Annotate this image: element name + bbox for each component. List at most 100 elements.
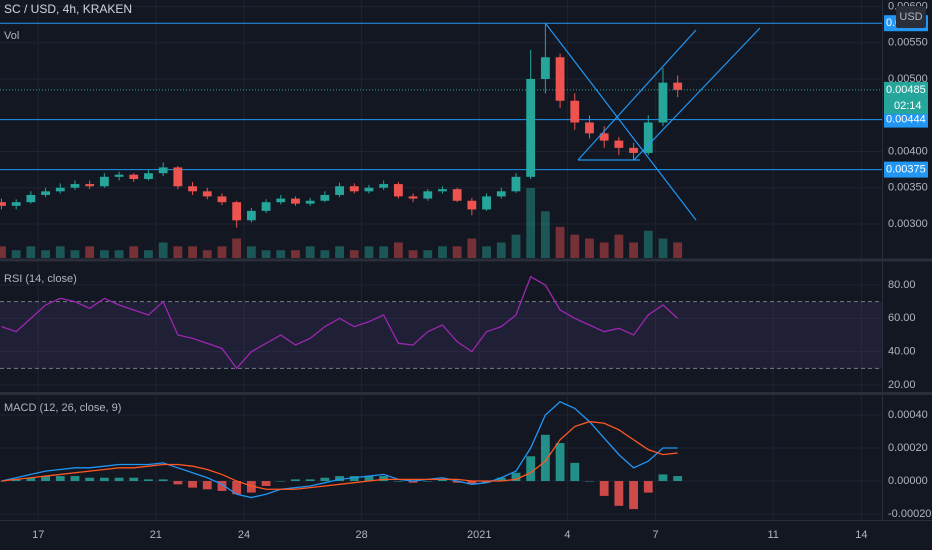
y-tick-label: 0.00550: [888, 37, 928, 49]
candle-body: [658, 82, 668, 123]
volume-bar: [305, 246, 315, 258]
rsi-title: RSI (14, close): [4, 273, 77, 285]
candle-body: [55, 187, 65, 192]
volume-bar: [379, 246, 389, 258]
volume-bar: [526, 188, 536, 258]
volume-bar: [438, 246, 447, 258]
macd-histogram-bar: [643, 481, 653, 493]
x-tick-label: 7: [653, 529, 659, 541]
volume-bar: [85, 246, 95, 258]
volume-bar: [673, 242, 683, 258]
y-tick-label: 0.00000: [888, 475, 928, 487]
candle-body: [144, 173, 153, 180]
x-tick-label: 14: [855, 529, 867, 541]
macd-histogram-bar: [261, 481, 271, 486]
volume-bar: [0, 246, 6, 258]
macd-histogram-bar: [305, 479, 315, 482]
candle-body: [379, 184, 389, 188]
candle-body: [70, 184, 80, 188]
candle-body: [526, 78, 536, 177]
volume-bar: [70, 250, 80, 258]
macd-histogram-bar: [173, 481, 183, 485]
x-tick-label: 4: [564, 529, 570, 541]
macd-histogram-bar: [364, 476, 374, 482]
macd-histogram-bar: [393, 481, 403, 482]
candle-body: [511, 176, 521, 192]
candle-body: [276, 198, 286, 203]
volume-bar: [232, 238, 242, 258]
macd-histogram-bar: [320, 477, 330, 482]
volume-bar: [276, 250, 286, 258]
volume-bar: [202, 250, 212, 258]
candle-body: [643, 122, 653, 153]
candle-body: [393, 184, 403, 197]
macd-histogram-bar: [379, 476, 389, 482]
candle-body: [349, 186, 359, 192]
currency-badge[interactable]: [896, 6, 926, 28]
candle-body: [555, 57, 565, 101]
candle-body: [305, 200, 315, 204]
candle-body: [496, 191, 506, 197]
volume-bar: [158, 242, 168, 258]
trend-line: [633, 27, 761, 161]
candle-body: [0, 202, 6, 206]
candle-body: [452, 189, 462, 201]
trend-lines: [545, 23, 761, 221]
macd-histogram-bar: [246, 481, 256, 493]
volume-bar: [144, 250, 153, 258]
volume-bar: [467, 238, 477, 258]
countdown: 02:14: [894, 100, 922, 112]
volume-bar: [393, 242, 403, 258]
candle-body: [438, 189, 447, 192]
macd-histogram-bar: [70, 476, 80, 482]
level-label: 0.00444: [886, 113, 926, 125]
grid: [0, 0, 882, 520]
volume-bar: [291, 250, 300, 258]
y-tick-label: 0.00040: [888, 409, 928, 421]
volume-bar: [188, 246, 197, 258]
y-tick-label: 20.00: [888, 379, 916, 391]
x-tick-label: 24: [238, 529, 250, 541]
last-price-label: 0.00485: [886, 84, 926, 96]
macd-histogram-bar: [452, 481, 462, 483]
candle-body: [217, 196, 227, 203]
volume-bar: [452, 246, 462, 258]
labels: 17 21 24 28 2021 4 7 11 14 0.00300 0.00350 0.00400 0…: [32, 0, 931, 540]
macd-histogram-bar: [482, 481, 491, 483]
x-tick-label: 11: [768, 529, 779, 541]
macd-histogram-bar: [276, 481, 286, 482]
candle-body: [202, 191, 212, 197]
volume-bar: [423, 250, 433, 258]
currency-label[interactable]: USD: [899, 11, 922, 23]
x-tick-label: 2021: [467, 529, 491, 541]
macd-line: [1, 401, 678, 499]
candle-body: [540, 57, 550, 79]
rsi-line: [1, 275, 679, 370]
macd-histogram-bar: [614, 481, 624, 506]
volume-bar: [114, 250, 124, 258]
volume-bar: [246, 246, 256, 258]
x-tick-label: 28: [355, 529, 367, 541]
marks: [0, 22, 882, 510]
macd-histogram-bar: [158, 479, 168, 482]
macd-histogram-bar: [99, 477, 109, 482]
volume-bar: [570, 234, 580, 258]
macd-histogram-bar: [555, 443, 565, 482]
volume-bar: [496, 242, 506, 258]
candle-body: [599, 133, 609, 141]
macd-histogram-bar: [335, 476, 344, 482]
volume-bar: [349, 250, 359, 258]
level-label: 0.00375: [886, 163, 926, 175]
macd-histogram-bar: [144, 479, 153, 482]
y-tick-label: 40.00: [888, 346, 916, 358]
macd-histogram-bar: [114, 477, 124, 482]
rsi-band-fill: [0, 301, 882, 369]
macd-histogram-bar: [26, 477, 36, 482]
volume-bar: [364, 246, 374, 258]
x-tick-label: 17: [32, 529, 44, 541]
candle-body: [482, 196, 491, 210]
volume-bar: [99, 250, 109, 258]
candle-body: [11, 202, 21, 206]
volume-bar: [643, 230, 653, 258]
volume-bar: [555, 226, 565, 258]
